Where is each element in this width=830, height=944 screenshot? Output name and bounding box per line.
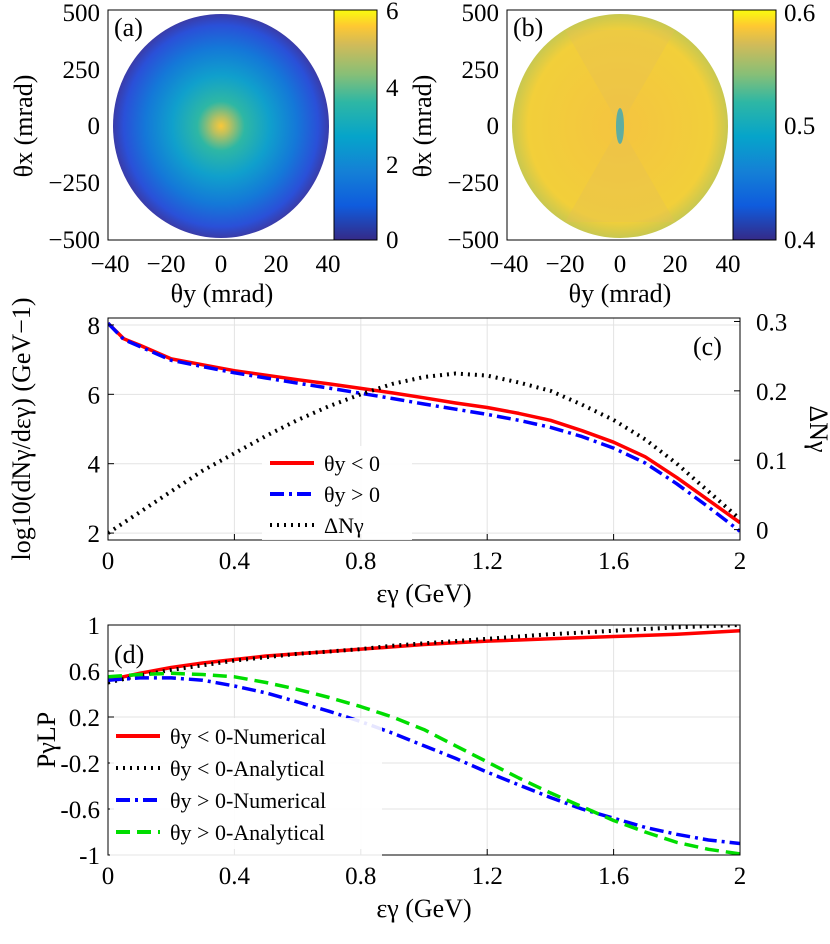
series-line-3 [108, 671, 740, 855]
panel-a-ylabel: θx (mrad) [9, 75, 38, 178]
panel-b-xtick: −40 [489, 251, 528, 278]
panel-a-colorbar-tick: 4 [386, 75, 399, 102]
y-axis-label: PγLP [32, 712, 61, 768]
series-line-1 [108, 321, 740, 533]
series-group [108, 321, 740, 535]
y2-tick-label: 0.2 [756, 379, 787, 406]
legend-label: θy > 0-Numerical [170, 788, 326, 813]
legend-label: θy < 0-Numerical [170, 724, 326, 749]
legend-label: θy < 0 [324, 451, 380, 476]
panel-b-ytick: 500 [462, 0, 500, 27]
panel-b-xtick: 0 [614, 251, 627, 278]
plot-background [108, 318, 740, 540]
y-axis-label: log10(dNγ/dεγ) (GeV−1) [7, 297, 36, 560]
y-tick-label: 0.2 [69, 705, 100, 732]
panel-b-ylabel: θx (mrad) [408, 75, 437, 178]
y-tick-label: 6 [88, 382, 101, 409]
panel-a-xtick: −20 [146, 251, 185, 278]
y2-tick-label: 0.1 [756, 448, 787, 475]
panel-b-heatmap [512, 14, 728, 238]
panel-a-xtick: 40 [316, 251, 341, 278]
y-tick-label: 8 [88, 313, 101, 340]
panel-label: (d) [114, 640, 144, 669]
y-tick-label: 0.6 [69, 659, 100, 686]
y2-tick-label: 0.3 [756, 309, 787, 336]
panel-c-line-chart: 0 0.4 0.8 1.2 1.6 2 2 4 6 8 0 0.1 0.2 0.3 ΔNγ εγ (GeV) l… [7, 297, 830, 608]
x-tick-label: 2 [734, 863, 747, 890]
panel-b-label: (b) [513, 13, 543, 42]
legend-label: θy > 0 [324, 482, 380, 507]
panel-b-xtick: −20 [545, 251, 584, 278]
panel-b-ytick: 250 [462, 57, 500, 84]
series-line-0 [108, 629, 740, 682]
panel-a-xtick: −40 [90, 251, 129, 278]
x-tick-label: 0.4 [219, 548, 251, 575]
x-tick-label: 0 [102, 548, 115, 575]
panel-a-ytick: 250 [63, 57, 101, 84]
y2-axis-label: ΔNγ [804, 406, 830, 453]
legend-label: θy < 0-Analytical [170, 756, 325, 781]
panel-d-line-chart: 0 0.4 0.8 1.2 1.6 2 1 0.6 0.2 -0.2 -0.6 -1 εγ (GeV) P… [32, 613, 746, 923]
panel-b: (b) 500 250 0 −250 −500 −40 −20 0 20 40 … [408, 0, 816, 308]
panel-a-ytick: −250 [48, 170, 100, 197]
x-tick-label: 2 [734, 548, 747, 575]
x-axis-label: εγ (GeV) [376, 894, 471, 923]
legend-label: θy > 0-Analytical [170, 820, 325, 845]
x-axis-label: εγ (GeV) [376, 579, 471, 608]
panel-a-colorbar-tick: 2 [386, 152, 399, 179]
panel-a: (a) 500 250 0 −250 −500 −40 −20 0 20 40 … [9, 0, 399, 308]
x-tick-label: 1.6 [598, 863, 629, 890]
panel-b-xtick: 20 [663, 251, 688, 278]
series-group [108, 625, 740, 855]
panel-a-ytick: 0 [88, 113, 101, 140]
panel-a-colorbar-tick: 0 [386, 227, 399, 254]
series-line-2 [108, 676, 740, 846]
x-tick-label: 1.2 [472, 548, 503, 575]
panel-b-colorbar-tick: 0.5 [784, 113, 815, 140]
x-tick-label: 0.8 [345, 863, 376, 890]
panel-b-colorbar [732, 9, 777, 241]
y-tick-label: -1 [79, 843, 100, 870]
panel-a-colorbar [333, 9, 378, 241]
panel-b-ytick: 0 [487, 113, 500, 140]
panel-a-colorbar-tick: 6 [386, 0, 399, 25]
legend: θy < 0-Numerical θy < 0-Analytical θy > 0-… [110, 718, 382, 856]
panel-b-ytick: −500 [447, 227, 499, 254]
panel-a-heatmap [113, 14, 329, 238]
y-tick-label: 2 [88, 521, 101, 548]
panel-a-ytick: −500 [48, 227, 100, 254]
panel-b-xtick: 40 [716, 251, 741, 278]
x-tick-label: 1.2 [472, 863, 503, 890]
legend: θy < 0 θy > 0 ΔNγ [262, 446, 412, 540]
plot-frame [107, 624, 741, 856]
panel-a-ytick: 500 [63, 0, 101, 27]
panel-b-xlabel: θy (mrad) [569, 279, 672, 308]
panel-b-ytick: −250 [447, 170, 499, 197]
x-tick-label: 1.6 [598, 548, 629, 575]
x-tick-label: 0.8 [345, 548, 376, 575]
panel-a-xtick: 20 [264, 251, 289, 278]
x-tick-label: 0.4 [219, 863, 251, 890]
legend-label: ΔNγ [324, 513, 364, 538]
y-tick-label: -0.2 [60, 751, 100, 778]
panel-label: (c) [693, 332, 722, 361]
panel-b-colorbar-tick: 0.6 [784, 0, 815, 27]
plot-frame [107, 317, 741, 541]
panel-b-colorbar-tick: 0.4 [784, 227, 816, 254]
y2-tick-label: 0 [756, 518, 769, 545]
x-tick-label: 0 [102, 863, 115, 890]
legend-background [110, 718, 382, 856]
panel-a-label: (a) [114, 13, 143, 42]
panel-a-xtick: 0 [215, 251, 228, 278]
y-tick-label: 1 [88, 613, 101, 640]
y-tick-label: -0.6 [60, 797, 100, 824]
panel-a-xlabel: θy (mrad) [171, 279, 274, 308]
y-tick-label: 4 [88, 452, 101, 479]
